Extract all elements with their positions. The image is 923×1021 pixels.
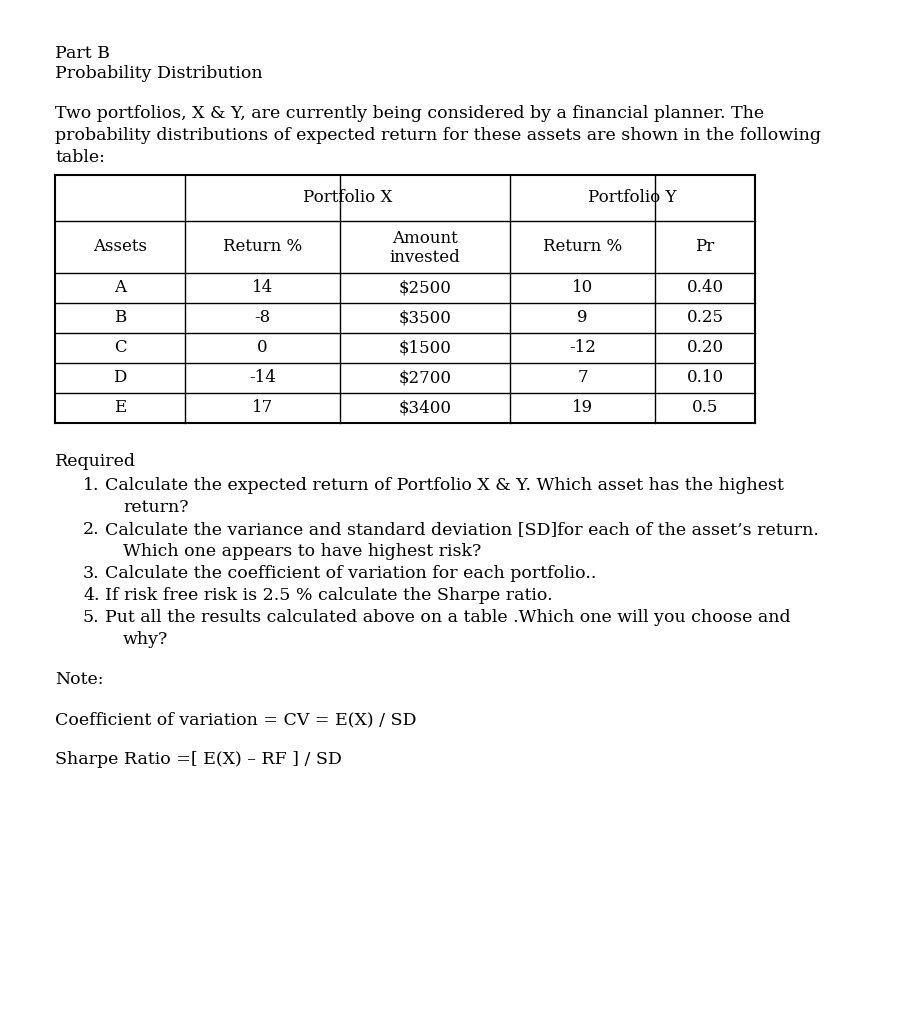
Text: Put all the results calculated above on a table .Which one will you choose and: Put all the results calculated above on … bbox=[105, 609, 791, 626]
Text: 14: 14 bbox=[252, 280, 273, 296]
Text: 0: 0 bbox=[258, 340, 268, 356]
Text: If risk free risk is 2.5 % calculate the Sharpe ratio.: If risk free risk is 2.5 % calculate the… bbox=[105, 587, 553, 604]
Text: -8: -8 bbox=[255, 309, 270, 327]
Text: 9: 9 bbox=[577, 309, 588, 327]
Text: Amount: Amount bbox=[392, 231, 458, 247]
Text: A: A bbox=[114, 280, 126, 296]
Text: Note:: Note: bbox=[55, 671, 103, 688]
Text: invested: invested bbox=[390, 248, 461, 265]
Text: 0.20: 0.20 bbox=[687, 340, 724, 356]
Text: $2700: $2700 bbox=[399, 370, 451, 387]
Text: 0.10: 0.10 bbox=[687, 370, 724, 387]
Text: -12: -12 bbox=[569, 340, 596, 356]
Text: Calculate the expected return of Portfolio X & Y. Which asset has the highest: Calculate the expected return of Portfol… bbox=[105, 477, 784, 494]
Text: why?: why? bbox=[123, 631, 168, 648]
Text: Portfolio X: Portfolio X bbox=[303, 190, 392, 206]
Text: probability distributions of expected return for these assets are shown in the f: probability distributions of expected re… bbox=[55, 127, 821, 144]
Text: C: C bbox=[114, 340, 126, 356]
Text: Which one appears to have highest risk?: Which one appears to have highest risk? bbox=[123, 543, 481, 560]
Text: Return %: Return % bbox=[543, 239, 622, 255]
Text: Portfolio Y: Portfolio Y bbox=[588, 190, 677, 206]
Text: Coefficient of variation = CV = E(X) / SD: Coefficient of variation = CV = E(X) / S… bbox=[55, 711, 416, 728]
Text: Return %: Return % bbox=[223, 239, 302, 255]
Text: Required: Required bbox=[55, 453, 136, 470]
Text: Calculate the coefficient of variation for each portfolio..: Calculate the coefficient of variation f… bbox=[105, 565, 596, 582]
Text: -14: -14 bbox=[249, 370, 276, 387]
Text: Calculate the variance and standard deviation [SD]for each of the asset’s return: Calculate the variance and standard devi… bbox=[105, 521, 819, 538]
Text: 5.: 5. bbox=[83, 609, 100, 626]
Text: D: D bbox=[114, 370, 126, 387]
Text: Pr: Pr bbox=[695, 239, 714, 255]
Text: Part B: Part B bbox=[55, 45, 110, 62]
Text: 1.: 1. bbox=[83, 477, 100, 494]
Text: 2.: 2. bbox=[83, 521, 100, 538]
Text: Assets: Assets bbox=[93, 239, 147, 255]
Text: $3500: $3500 bbox=[399, 309, 451, 327]
Text: table:: table: bbox=[55, 149, 105, 166]
Text: $3400: $3400 bbox=[399, 399, 451, 417]
Text: $1500: $1500 bbox=[399, 340, 451, 356]
Text: return?: return? bbox=[123, 499, 188, 516]
Text: 7: 7 bbox=[577, 370, 588, 387]
Text: Two portfolios, X & Y, are currently being considered by a financial planner. Th: Two portfolios, X & Y, are currently bei… bbox=[55, 105, 764, 121]
Text: 10: 10 bbox=[572, 280, 593, 296]
Text: B: B bbox=[114, 309, 126, 327]
Text: E: E bbox=[114, 399, 126, 417]
Text: 0.25: 0.25 bbox=[687, 309, 724, 327]
Text: 0.40: 0.40 bbox=[687, 280, 724, 296]
Text: 3.: 3. bbox=[83, 565, 100, 582]
Text: 17: 17 bbox=[252, 399, 273, 417]
Text: 0.5: 0.5 bbox=[692, 399, 718, 417]
Text: $2500: $2500 bbox=[399, 280, 451, 296]
Text: Probability Distribution: Probability Distribution bbox=[55, 65, 263, 82]
Text: Sharpe Ratio =[ E(X) – RF ] / SD: Sharpe Ratio =[ E(X) – RF ] / SD bbox=[55, 751, 342, 768]
Text: 4.: 4. bbox=[83, 587, 100, 604]
Text: 19: 19 bbox=[572, 399, 593, 417]
